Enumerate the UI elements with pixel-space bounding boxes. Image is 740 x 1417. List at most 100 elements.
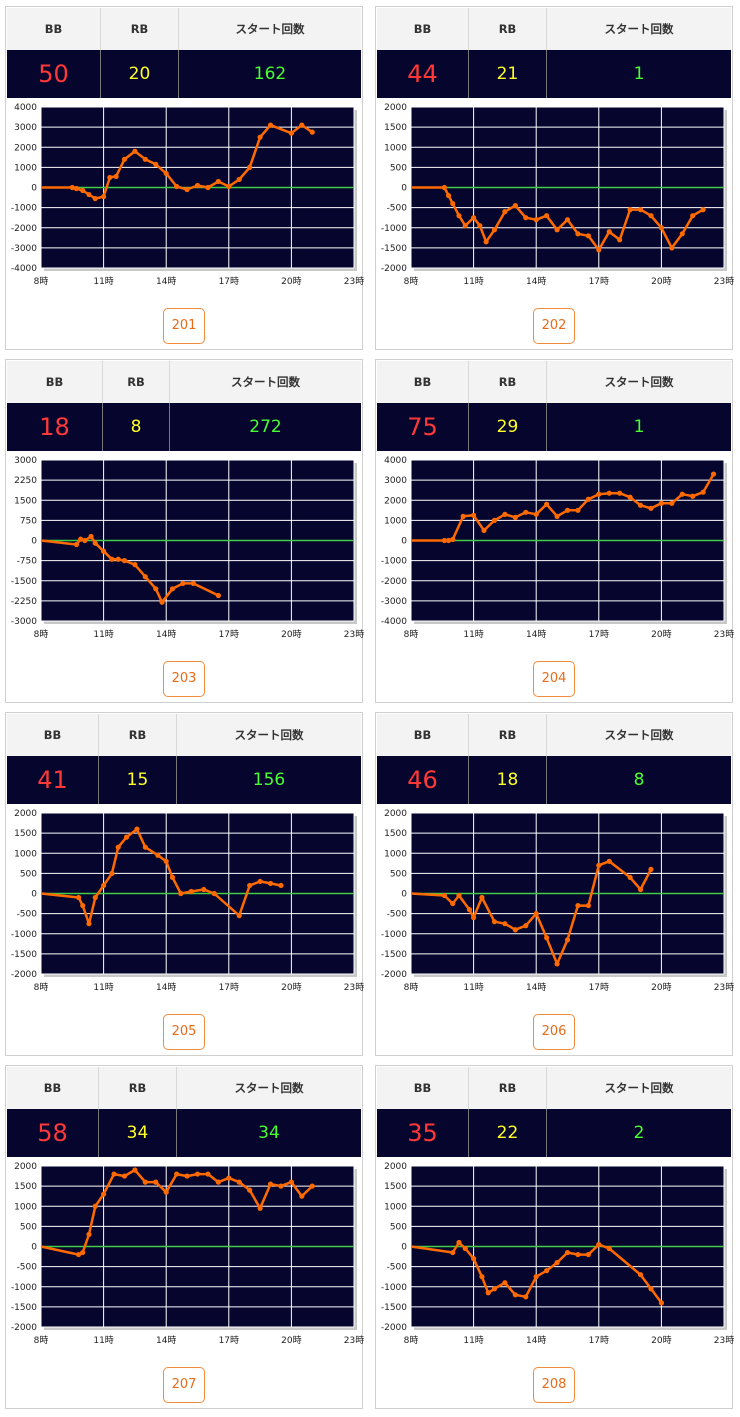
y-tick-label: 1000 [384, 849, 407, 859]
y-tick-label: -1000 [381, 930, 407, 940]
y-tick-label: -500 [17, 1263, 38, 1273]
data-point [226, 183, 232, 190]
data-point [257, 134, 263, 140]
y-tick-label: 500 [20, 1222, 37, 1232]
data-point [450, 900, 456, 907]
data-point [523, 1294, 529, 1300]
data-point [450, 536, 456, 543]
slump-chart: 2000 1500 1000 500 0 -500 -1000 -1500 -2000 8時 11時… [11, 809, 364, 993]
data-point [617, 237, 623, 243]
y-tick-label: -1500 [11, 577, 37, 587]
data-point [194, 1171, 201, 1177]
machine-number-button[interactable]: 206 [533, 1014, 575, 1050]
start-count-value: 162 [253, 64, 287, 84]
data-point [585, 496, 591, 502]
data-point [533, 911, 539, 917]
machine-number-button[interactable]: 202 [533, 308, 575, 344]
y-tick-label: -4000 [11, 264, 37, 274]
y-tick-label: 0 [401, 890, 407, 900]
data-point [169, 586, 176, 592]
data-point [169, 874, 176, 880]
machine-number-button[interactable]: 201 [163, 308, 205, 344]
machine-card: BB RB スタート回数 46 18 8 206 2000 1500 1000 500 0 -500 -1… [375, 712, 734, 1056]
data-point [658, 225, 664, 231]
data-point [477, 223, 483, 229]
data-point [215, 592, 221, 599]
y-tick-label: -2000 [381, 970, 407, 980]
x-tick-label: 17時 [219, 1335, 239, 1346]
y-tick-label: -1500 [381, 1303, 407, 1313]
x-tick-label: 14時 [526, 1335, 546, 1346]
data-point [101, 882, 107, 889]
data-point [491, 227, 498, 233]
y-tick-label: -2000 [381, 1323, 407, 1333]
machine-number-button[interactable]: 204 [533, 661, 575, 697]
data-point [564, 217, 571, 223]
slump-chart: 2000 1500 1000 500 0 -500 -1000 -1500 -2000 8時 11時… [11, 1162, 364, 1346]
data-point [153, 161, 159, 167]
data-point [211, 890, 217, 897]
machine-number-button[interactable]: 208 [533, 1367, 575, 1403]
data-point [101, 1191, 107, 1197]
data-point [267, 122, 274, 128]
y-tick-label: 2000 [384, 496, 407, 506]
y-tick-label: 2000 [14, 1162, 37, 1172]
data-point [627, 494, 633, 500]
data-point [111, 1171, 117, 1177]
y-tick-label: 4000 [384, 456, 407, 466]
start-count-value: 156 [252, 770, 286, 790]
stats-header: BB RB スタート回数 [7, 1067, 361, 1110]
x-tick-label: 23時 [344, 629, 364, 640]
x-tick-label: 23時 [714, 276, 734, 287]
data-point [226, 1175, 232, 1181]
y-tick-label: 1500 [14, 829, 37, 839]
data-point [109, 556, 115, 562]
y-tick-label: 2000 [384, 809, 407, 819]
data-point [174, 1171, 180, 1177]
data-point [257, 1205, 263, 1211]
data-point [75, 1251, 82, 1258]
data-point [533, 1274, 539, 1280]
data-point [483, 239, 489, 245]
data-point [502, 921, 508, 927]
data-point [460, 513, 466, 519]
data-point [180, 580, 186, 587]
data-point [142, 1179, 148, 1185]
data-point [132, 562, 138, 568]
data-point [658, 1300, 664, 1306]
data-point [73, 185, 80, 192]
bb-value: 58 [7, 1109, 99, 1157]
data-point [134, 826, 140, 832]
x-tick-label: 23時 [344, 982, 364, 993]
data-point [445, 537, 452, 544]
y-tick-label: 0 [401, 184, 407, 194]
bb-header: BB [377, 8, 469, 50]
machine-number-button[interactable]: 207 [163, 1367, 205, 1403]
start-count-header: スタート回数 [235, 22, 305, 36]
x-tick-label: 23時 [714, 982, 734, 993]
data-point [123, 834, 130, 840]
data-point [73, 541, 80, 548]
rb-header: RB [469, 361, 547, 403]
data-point [92, 195, 98, 202]
x-tick-label: 20時 [651, 1335, 671, 1346]
start-count-header: スタート回数 [604, 728, 674, 742]
data-point [700, 207, 706, 213]
machine-number-button[interactable]: 205 [163, 1014, 205, 1050]
data-point [606, 229, 612, 235]
data-point [471, 215, 477, 221]
y-tick-label: 1500 [14, 496, 37, 506]
start-count-value: 2 [633, 1123, 645, 1143]
data-point [617, 490, 623, 496]
bb-value: 44 [377, 50, 469, 98]
start-count-value: 34 [258, 1123, 280, 1143]
data-point [512, 1292, 518, 1298]
data-point [575, 231, 581, 237]
machine-number-button[interactable]: 203 [163, 661, 205, 697]
x-tick-label: 20時 [651, 982, 671, 993]
data-point [456, 1239, 462, 1246]
x-tick-label: 17時 [589, 982, 609, 993]
bb-value: 18 [7, 403, 103, 451]
data-point [485, 1290, 491, 1296]
rb-header: RB [469, 8, 547, 50]
